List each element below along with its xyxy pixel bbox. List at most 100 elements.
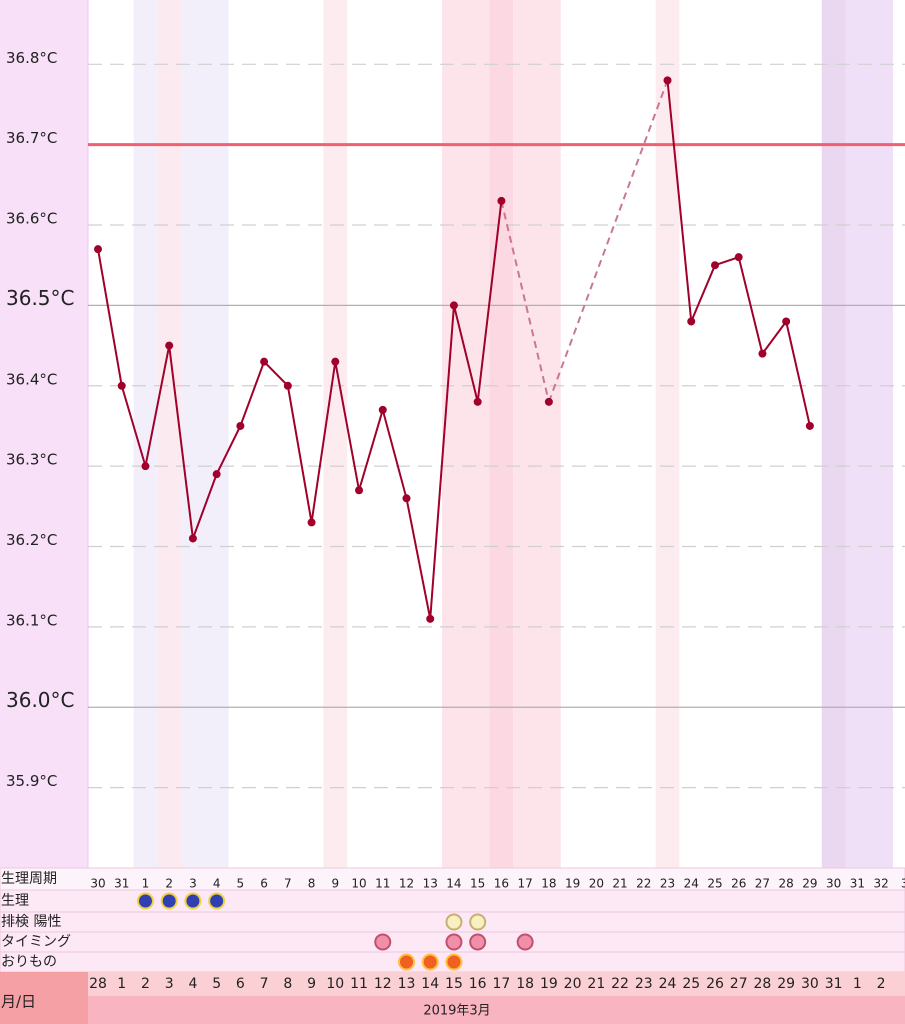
timing-icon (445, 933, 463, 951)
temperature-point (758, 349, 767, 358)
date-label: 21 (587, 976, 605, 992)
timing-icon (374, 933, 392, 951)
cycle-day-label: 30 (90, 877, 105, 891)
date-label: 25 (682, 976, 700, 992)
date-label: 29 (777, 976, 795, 992)
y-tick-label: 36.7°C (6, 129, 57, 147)
gap-connector (500, 200, 550, 403)
cycle-day-label: 4 (213, 877, 221, 891)
cycle-day-label: 16 (494, 877, 509, 891)
ovulation-icon (445, 913, 463, 931)
temperature-point (449, 301, 458, 310)
date-label: 15 (445, 976, 463, 992)
y-tick-label: 36.5°C (6, 286, 75, 310)
date-label: 22 (611, 976, 629, 992)
temperature-point (117, 381, 126, 390)
date-label: 28 (89, 976, 107, 992)
cycle-day-label: 27 (755, 877, 770, 891)
date-label: 14 (421, 976, 439, 992)
date-label: 12 (374, 976, 392, 992)
cycle-day-label: 8 (308, 877, 316, 891)
cycle-day-label: 15 (470, 877, 485, 891)
ovulation-icon (469, 913, 487, 931)
day-band (489, 0, 514, 868)
y-tick-label: 36.4°C (6, 370, 57, 388)
day-band (845, 0, 893, 868)
day-band (323, 0, 348, 868)
temperature-point (307, 518, 316, 527)
date-label-cell (0, 972, 88, 1024)
date-label: 30 (801, 976, 819, 992)
cycle-day-label: 3 (901, 877, 905, 891)
day-band (181, 0, 229, 868)
y-tick-label: 35.9°C (6, 772, 57, 790)
timing-icon (516, 933, 534, 951)
date-label: 11 (350, 976, 368, 992)
discharge-icon (397, 953, 415, 971)
date-label: 19 (540, 976, 558, 992)
cycle-day-label: 18 (541, 877, 556, 891)
timing-icon (469, 933, 487, 951)
cycle-day-label: 13 (423, 877, 438, 891)
cycle-day-label: 30 (826, 877, 841, 891)
date-label: 2 (141, 976, 150, 992)
y-tick-label: 36.2°C (6, 531, 57, 549)
temperature-point (497, 196, 506, 205)
day-band (133, 0, 158, 868)
row-label: 排検 陽性 (1, 914, 61, 930)
row-label: 生理周期 (1, 871, 57, 887)
date-label: 23 (635, 976, 653, 992)
y-tick-label: 36.1°C (6, 611, 57, 629)
discharge-icon (421, 953, 439, 971)
cycle-day-label: 20 (589, 877, 604, 891)
row-label: 生理 (1, 893, 29, 909)
cycle-day-label: 25 (707, 877, 722, 891)
date-label: 17 (492, 976, 510, 992)
date-label: 13 (398, 976, 416, 992)
date-label: 27 (730, 976, 748, 992)
row-bg (0, 889, 905, 913)
period-icon (160, 892, 178, 910)
temperature-point (544, 397, 553, 406)
temperature-point (402, 494, 411, 503)
temperature-point (94, 245, 102, 254)
date-label: 28 (754, 976, 772, 992)
cycle-day-label: 2 (165, 877, 173, 891)
day-band (513, 0, 561, 868)
cycle-day-label: 32 (873, 877, 888, 891)
y-tick-label: 36.6°C (6, 210, 57, 228)
temperature-point (473, 397, 482, 406)
cycle-day-label: 17 (517, 877, 532, 891)
temperature-point (426, 614, 435, 623)
date-label: 1 (117, 976, 126, 992)
date-label: 8 (283, 976, 292, 992)
cycle-day-label: 31 (850, 877, 865, 891)
cycle-day-label: 12 (399, 877, 414, 891)
temperature-point (663, 76, 672, 85)
row-label: 月/日 (1, 993, 36, 1011)
temperature-point (236, 421, 245, 430)
temperature-point (782, 317, 791, 326)
y-tick-label: 36.0°C (6, 688, 75, 712)
cycle-day-label: 10 (351, 877, 366, 891)
temperature-point (378, 405, 387, 414)
day-band (655, 0, 680, 868)
day-band (157, 0, 182, 868)
date-label: 26 (706, 976, 724, 992)
discharge-icon (445, 953, 463, 971)
gap-connector (547, 80, 669, 403)
cycle-day-label: 22 (636, 877, 651, 891)
temperature-point (805, 421, 814, 430)
date-label: 3 (165, 976, 174, 992)
month-bar (88, 996, 905, 1024)
cycle-day-label: 31 (114, 877, 129, 891)
cycle-day-label: 1 (142, 877, 150, 891)
temperature-point (355, 486, 364, 495)
y-tick-label: 36.3°C (6, 451, 57, 469)
row-label: おりもの (1, 954, 57, 970)
date-label: 2 (877, 976, 886, 992)
temperature-line (666, 80, 811, 427)
period-icon (136, 892, 154, 910)
row-label: タイミング (1, 934, 71, 950)
